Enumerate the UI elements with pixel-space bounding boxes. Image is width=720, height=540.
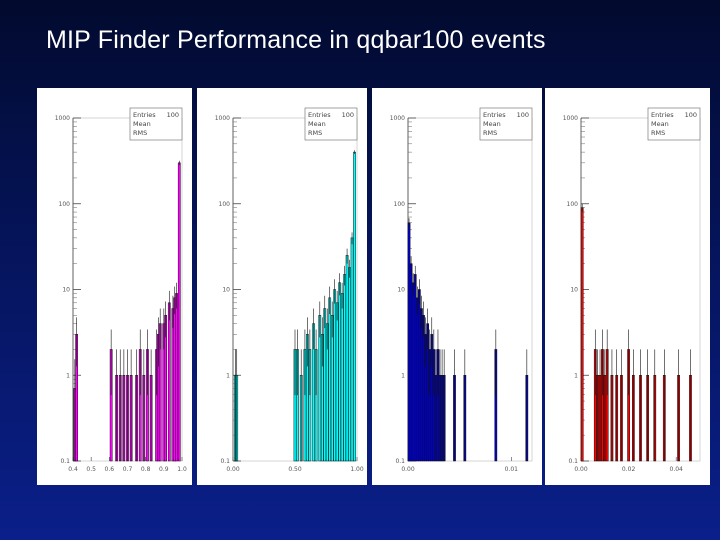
histogram-bar: [323, 308, 327, 462]
x-tick-label: 0.50: [288, 466, 302, 473]
histogram-bar: [580, 207, 584, 462]
stats-mean-label: Mean: [483, 120, 501, 128]
histogram-bar: [340, 293, 344, 462]
histogram-1: 1000 100 10 1 0.10.4 0.5 0.6 0.7 0.8 0.9 1.0 Entrie…: [55, 107, 187, 473]
histogram-bar: [348, 267, 351, 462]
stats-rms-label: RMS: [651, 129, 665, 137]
histogram-bar: [343, 274, 346, 462]
y-tick-label: 1: [574, 372, 578, 379]
y-tick-label: 0.1: [395, 458, 405, 465]
x-tick-label: 0.02: [622, 466, 636, 473]
x-tick-label: 1.00: [350, 466, 364, 473]
histogram-bar: [328, 297, 332, 462]
stats-rms-label: RMS: [308, 129, 322, 137]
y-tick-label: 1000: [55, 115, 70, 122]
x-tick-label: 0.00: [401, 466, 415, 473]
x-tick-label: 0.8: [141, 466, 151, 473]
y-tick-label: 1: [401, 372, 405, 379]
stats-rms-label: RMS: [483, 129, 497, 137]
x-tick-label: 0.9: [159, 466, 169, 473]
y-tick-label: 10: [62, 287, 70, 294]
stats-entries-value: 100: [517, 111, 529, 119]
stats-rms-label: RMS: [133, 129, 147, 137]
histogram-bar: [333, 289, 337, 462]
stats-mean-label: Mean: [308, 120, 326, 128]
histogram-bar: [345, 255, 349, 462]
stats-entries-label: Entries: [483, 111, 506, 119]
stats-entries-label: Entries: [133, 111, 156, 119]
stats-mean-label: Mean: [651, 120, 669, 128]
y-tick-label: 1000: [215, 115, 230, 122]
histogram-panel-1: 1000 100 10 1 0.1 0.4 0.5 0.6 0.7 0.8 0.9 1.0 Entrie…: [37, 88, 192, 485]
y-tick-label: 0.1: [568, 458, 578, 465]
y-tick-label: 100: [219, 201, 231, 208]
stats-mean-label: Mean: [133, 120, 151, 128]
y-tick-label: 10: [222, 287, 230, 294]
y-tick-label: 1: [66, 372, 70, 379]
histogram-bar: [167, 302, 171, 462]
x-tick-label: 0.00: [226, 466, 240, 473]
stats-entries-value: 100: [685, 111, 697, 119]
stats-box: [479, 107, 533, 141]
y-tick-label: 1000: [563, 115, 578, 122]
histogram-bar: [335, 302, 339, 462]
y-tick-label: 10: [397, 287, 405, 294]
y-tick-label: 1000: [390, 115, 405, 122]
histogram-bar: [353, 151, 356, 462]
stats-box: [647, 107, 701, 141]
histogram-panel-4: 1000 100 10 1 0.1 0.00 0.02 0.04 Entries 100 Mean R…: [545, 88, 710, 485]
stats-entries-value: 100: [342, 111, 354, 119]
x-tick-label: 1.0: [177, 466, 187, 473]
y-tick-label: 1: [226, 372, 230, 379]
histogram-2: 1000 100 10 1 0.10.00 0.50 1.00 Entries 100 MeanR…: [215, 107, 364, 473]
stats-box: [304, 107, 358, 141]
x-tick-label: 0.00: [574, 466, 588, 473]
stats-entries-label: Entries: [651, 111, 674, 119]
y-tick-label: 100: [567, 201, 579, 208]
histogram-panel-3: 1000 100 10 1 0.1 0.00 0.01 Entries 100 Mean RMS: [372, 88, 542, 485]
stats-entries-value: 100: [167, 111, 179, 119]
histogram-bar: [338, 282, 341, 462]
y-tick-label: 100: [394, 201, 406, 208]
stats-box: [129, 107, 183, 141]
y-tick-label: 0.1: [220, 458, 230, 465]
y-tick-label: 0.1: [60, 458, 70, 465]
x-tick-label: 0.04: [670, 466, 684, 473]
histogram-panel-2: 1000 100 10 1 0.1 0.00 0.50 1.00 Entries 100 Mean R…: [197, 88, 367, 485]
x-tick-label: 0.4: [68, 466, 78, 473]
y-tick-label: 100: [59, 201, 71, 208]
stats-entries-label: Entries: [308, 111, 331, 119]
slide-title: MIP Finder Performance in qqbar100 event…: [46, 26, 546, 54]
histogram-bar: [350, 237, 354, 462]
x-tick-label: 0.5: [86, 466, 96, 473]
y-tick-label: 10: [570, 287, 578, 294]
histogram-bar: [175, 293, 178, 462]
x-tick-label: 0.7: [123, 466, 133, 473]
x-tick-label: 0.01: [505, 466, 519, 473]
x-tick-label: 0.6: [105, 466, 115, 473]
histogram-bar: [177, 162, 181, 462]
histogram-4: 1000 100 10 1 0.10.00 0.02 0.04 Entries 100 MeanR…: [563, 107, 701, 473]
